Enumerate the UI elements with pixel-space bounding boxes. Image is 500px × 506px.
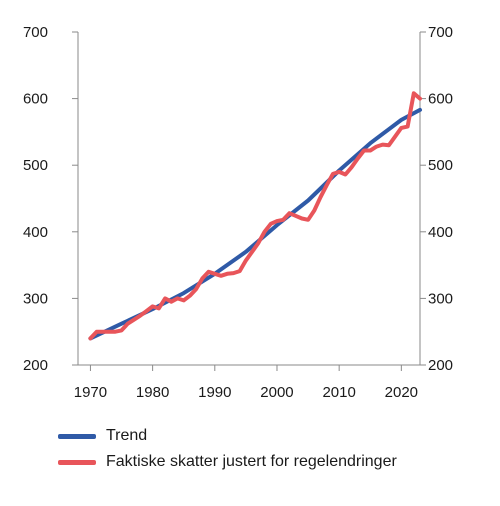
line-chart: 200 200 300 300 400 400 500 500 600 600 700 700 1970… (23, 24, 453, 401)
series-group (88, 91, 422, 341)
x-tick-label: 2020 (385, 384, 418, 401)
axis-ticks: 200 200 300 300 400 400 500 500 600 600 700 700 1970… (23, 24, 453, 401)
legend-label-trend: Trend (106, 427, 148, 444)
x-tick-label: 2010 (322, 384, 355, 401)
legend-swatch-faktiske-skatter (58, 459, 96, 465)
series-line-faktiske-skatter (88, 91, 422, 341)
y-tick-label-right: 600 (428, 91, 453, 108)
y-tick-label-left: 700 (23, 24, 48, 41)
legend: Trend Faktiske skatter justert for regel… (58, 424, 397, 476)
y-tick-label-right: 200 (428, 357, 453, 374)
legend-swatch-trend (58, 433, 96, 439)
x-tick-label: 1970 (74, 384, 107, 401)
y-tick-label-right: 300 (428, 290, 453, 307)
y-tick-label-left: 200 (23, 357, 48, 374)
legend-item-faktiske-skatter: Faktiske skatter justert for regelendrin… (58, 450, 397, 474)
legend-label-faktiske-skatter: Faktiske skatter justert for regelendrin… (106, 453, 397, 470)
y-tick-label-left: 300 (23, 290, 48, 307)
y-tick-label-right: 400 (428, 224, 453, 241)
y-tick-label-right: 500 (428, 157, 453, 174)
y-tick-label-left: 600 (23, 91, 48, 108)
series-line-trend (88, 107, 422, 341)
x-tick-label: 1990 (198, 384, 231, 401)
y-tick-label-left: 400 (23, 224, 48, 241)
y-tick-label-left: 500 (23, 157, 48, 174)
legend-item-trend: Trend (58, 424, 397, 448)
x-tick-label: 2000 (260, 384, 293, 401)
x-tick-label: 1980 (136, 384, 169, 401)
y-tick-label-right: 700 (428, 24, 453, 41)
